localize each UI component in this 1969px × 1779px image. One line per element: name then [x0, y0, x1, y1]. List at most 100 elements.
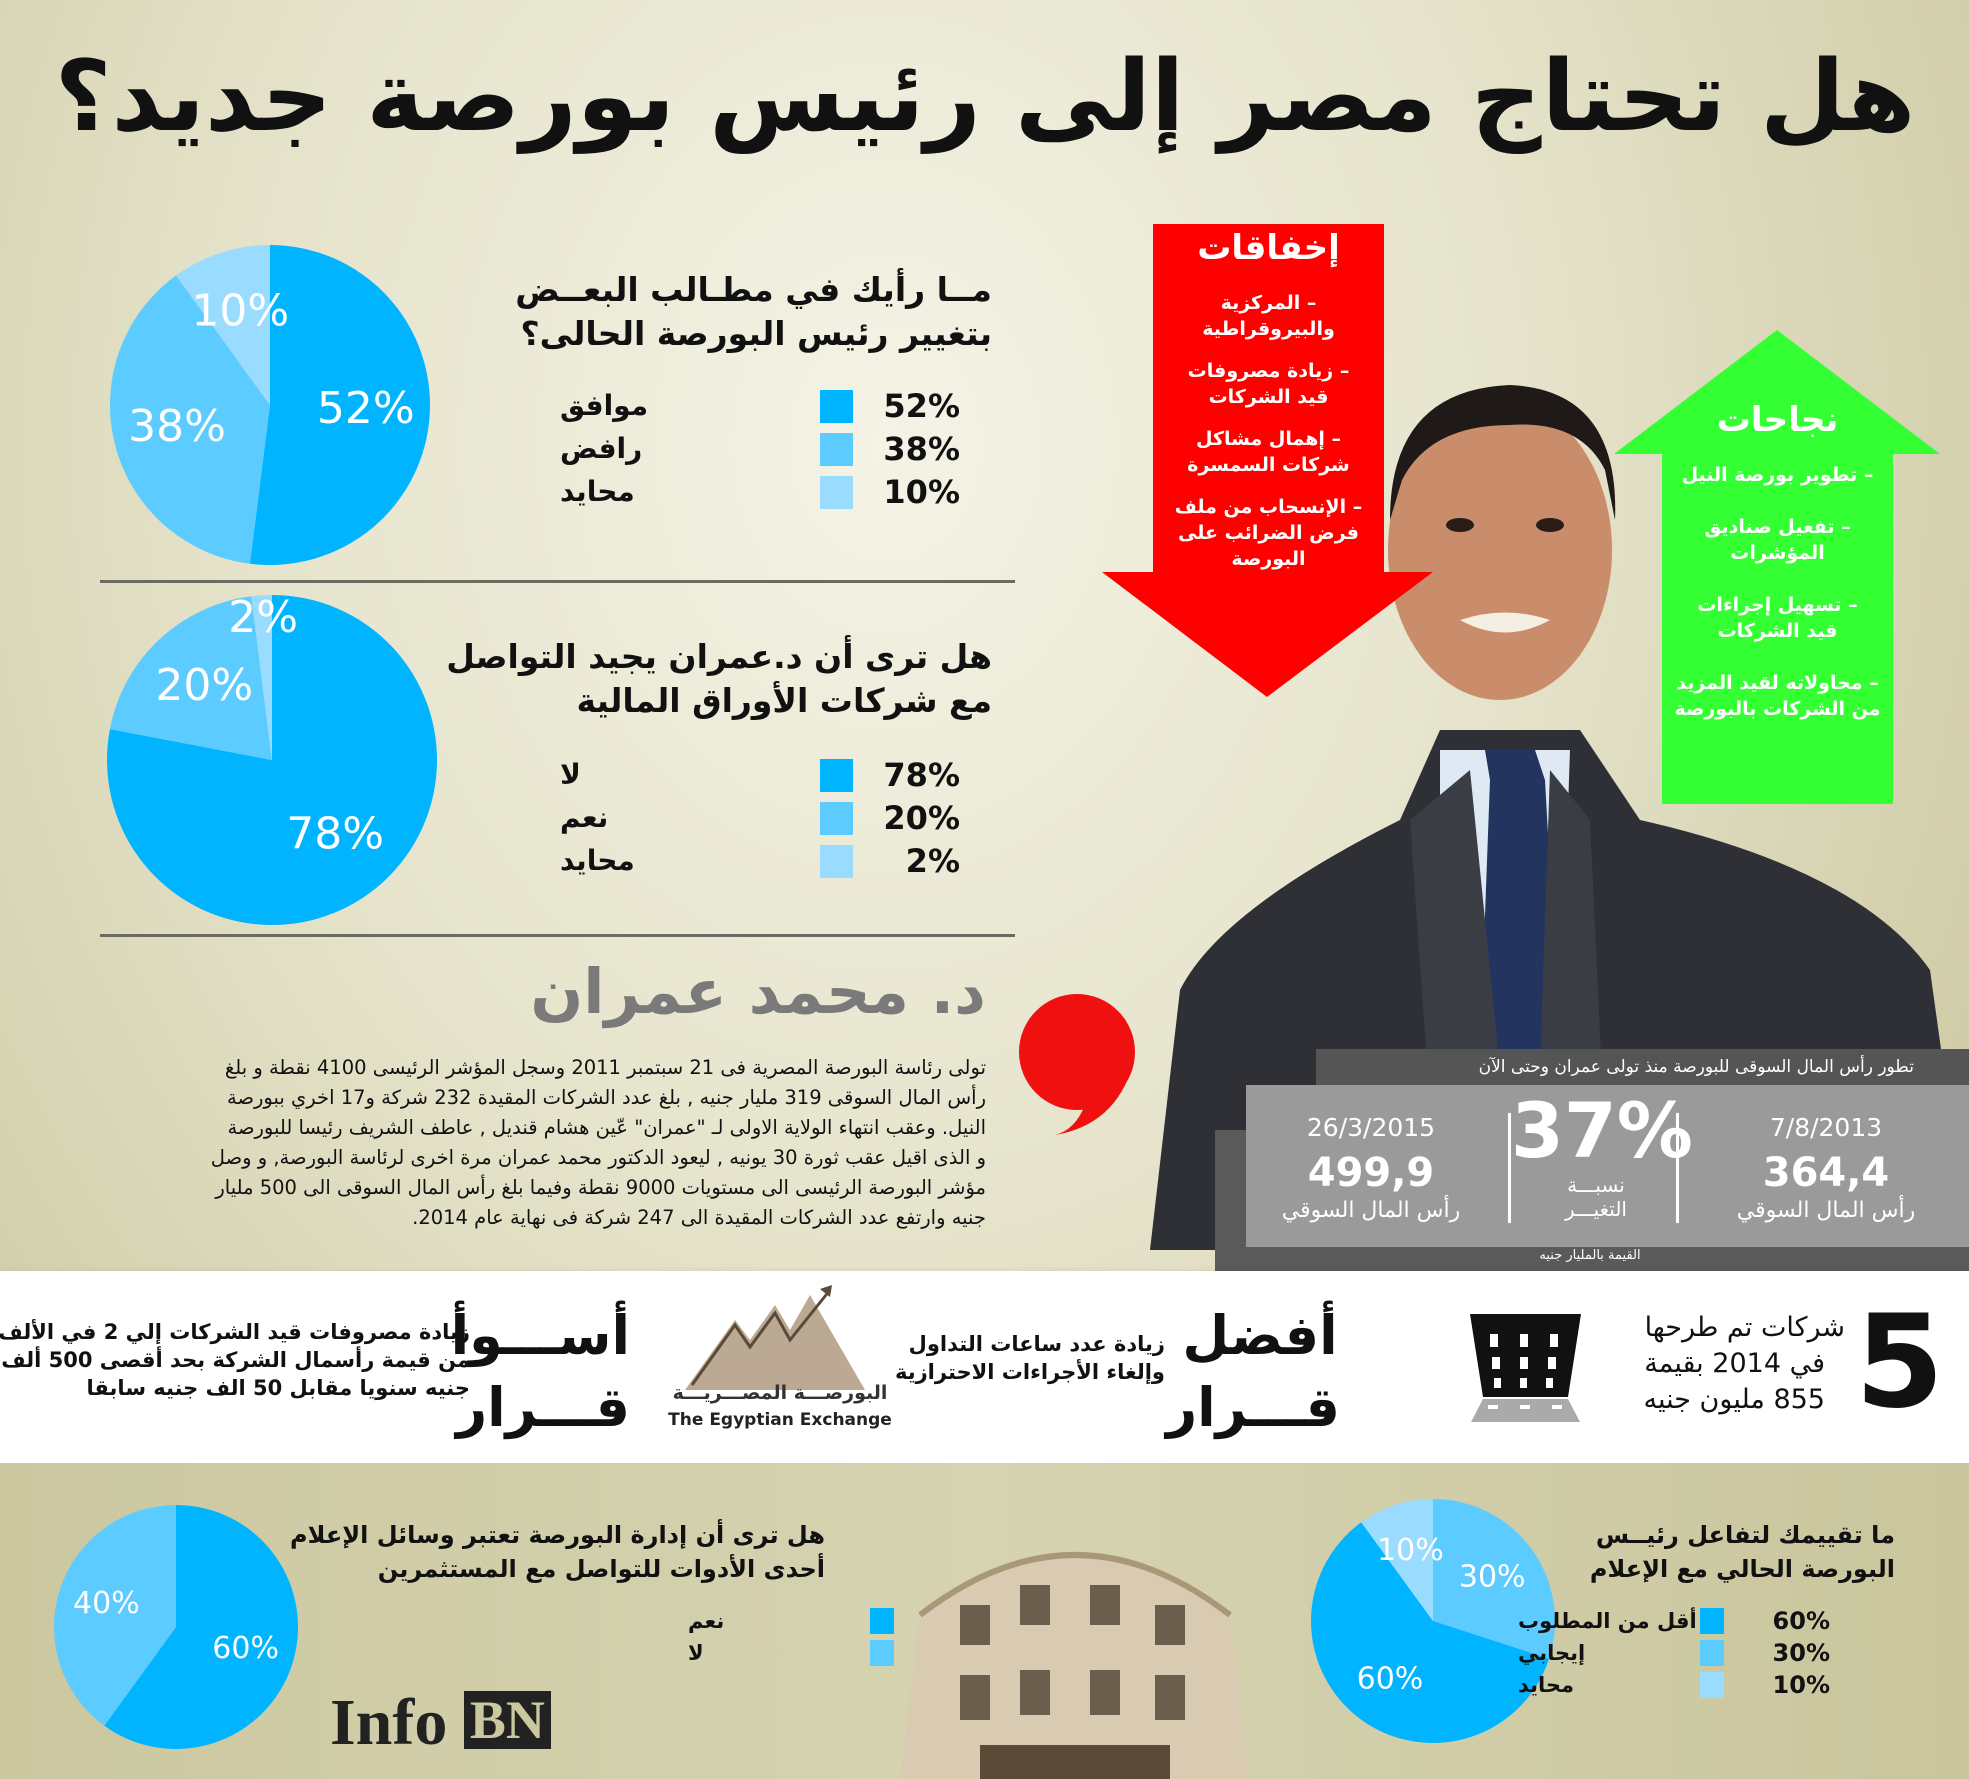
stat-change-value: 37%: [1511, 1086, 1693, 1175]
legend-item: أقل من المطلوب 60%: [1480, 1606, 1880, 1638]
building-icon: [1470, 1314, 1581, 1422]
legend-percent: 30%: [1772, 1639, 1830, 1667]
logo-arabic: البورصـــة المصـــريـــة: [672, 1382, 888, 1404]
legend-swatch: [1700, 1608, 1724, 1634]
pie-chart-2: 78% 20% 2%: [106, 592, 438, 925]
profile-name: د. محمد عمران: [530, 955, 986, 1028]
legend-percent: 78%: [883, 756, 960, 794]
success-item: – تسهيل إجراءات قيد الشركات: [1697, 594, 1858, 642]
pie-slice-label: 10%: [1377, 1533, 1444, 1568]
brand-info: Info: [330, 1686, 448, 1759]
legend-swatch: [820, 802, 853, 835]
legend-percent: 10%: [883, 473, 960, 511]
market-cap-stats: 26/3/2015 499,9 رأس المال السوقي 37% نسب…: [1246, 1085, 1969, 1247]
legend-label: محايد: [1518, 1673, 1575, 1697]
stat-start: 7/8/2013 364,4 رأس المال السوقي: [1696, 1085, 1956, 1247]
legend-item: محايد 10%: [560, 473, 970, 511]
bio-line: النيل. وعقب انتهاء الولاية الاولى لـ "عم…: [227, 1116, 986, 1139]
question-4-line: ما تقييمك لتفاعل رئيــس: [1595, 1521, 1895, 1549]
logo-english: The Egyptian Exchange: [668, 1410, 892, 1430]
page-title: هل تحتاج مصر إلى رئيس بورصة جديد؟: [54, 40, 1916, 154]
legend-item: رافض 38%: [560, 430, 970, 468]
pie-slice: [109, 596, 272, 760]
question-1-line-2: بتغيير رئيس البورصة الحالى؟: [520, 314, 993, 353]
success-item: – تطوير بورصة النيل: [1681, 464, 1874, 486]
legend-swatch: [870, 1608, 894, 1634]
pie-chart-1: 52% 38% 10%: [110, 245, 430, 565]
legend-percent: 10%: [1772, 1671, 1830, 1699]
worst-decision-line: جنيه سنويا مقابل 50 الف جنيه سابقا: [86, 1376, 470, 1400]
pie-slice: [251, 595, 272, 760]
failures-arrow-icon: [1102, 224, 1433, 697]
pie-slice: [1311, 1522, 1550, 1743]
legend-item: موافق 52%: [560, 387, 970, 425]
best-decision-title-line: قـــرار: [1166, 1376, 1340, 1439]
pie-slice-label: 52%: [317, 383, 415, 434]
pie-slice-label: 78%: [286, 808, 384, 859]
profile-bio: تولى رئاسة البورصة المصرية فى 21 سبتمبر …: [60, 1053, 986, 1233]
pie-slice-label: 10%: [191, 286, 289, 337]
pie-slice: [1361, 1499, 1433, 1621]
success-item: – محاولاته لقيد المزيد من الشركات بالبور…: [1674, 672, 1881, 720]
failure-item: – الإنسحاب من ملف فرض الضرائب على البورص…: [1174, 496, 1363, 570]
stats-heading: تطور رأس المال السوقى للبورصة منذ تولى ع…: [1316, 1049, 1969, 1085]
pie-slice-label: 60%: [212, 1631, 279, 1666]
legend-label: إيجابي: [1518, 1641, 1586, 1665]
stat-start-label: رأس المال السوقي: [1736, 1198, 1916, 1223]
unit-note: القيمة بالمليار جنيه: [1539, 1248, 1641, 1263]
separator: [1676, 1113, 1679, 1223]
question-2-line-1: هل ترى أن د.عمران يجيد التواصل: [446, 637, 992, 676]
worst-decision-line: من قيمة رأسمال الشركة بحد أقصى 500 ألف: [1, 1348, 470, 1372]
pie-slice-label: 30%: [1459, 1559, 1526, 1594]
ipo-text-line: شركات تم طرحها: [1644, 1312, 1845, 1343]
stat-end-label: رأس المال السوقي: [1281, 1198, 1461, 1223]
legend-percent: 52%: [883, 387, 960, 425]
legend-label: لا: [560, 758, 581, 791]
legend-swatch: [820, 759, 853, 792]
legend-swatch: [1700, 1672, 1724, 1698]
legend-percent: 38%: [883, 430, 960, 468]
legend-percent: 20%: [883, 799, 960, 837]
question-4: ما تقييمك لتفاعل رئيــس البورصة الحالي م…: [1500, 1518, 1895, 1586]
worst-decision-text: زيادة مصروفات قيد الشركات إلي 2 في الألف…: [0, 1318, 470, 1402]
stat-end: 26/3/2015 499,9 رأس المال السوقي: [1256, 1085, 1486, 1247]
legend-percent: 2%: [905, 842, 960, 880]
question-2-line-2: مع شركات الأوراق المالية: [576, 681, 992, 720]
bio-line: و الذى اقيل عقب ثورة 30 يونيه , ليعود ال…: [210, 1146, 986, 1169]
legend-label: نعم: [688, 1609, 725, 1633]
legend-label: أقل من المطلوب: [1518, 1609, 1697, 1633]
successes-panel: نجاحات – تطوير بورصة النيل – تفعيل صنادي…: [1662, 400, 1893, 722]
legend-swatch: [820, 845, 853, 878]
legend-label: رافض: [560, 432, 643, 465]
brand-bn: BN: [463, 1691, 551, 1749]
question-4-line: البورصة الحالي مع الإعلام: [1589, 1555, 1895, 1583]
failure-item: – إهمال مشاكل شركات السمسرة: [1187, 428, 1350, 476]
legend-item: لا 78%: [560, 756, 970, 794]
stat-start-value: 364,4: [1762, 1150, 1890, 1196]
legend-item: محايد 2%: [560, 842, 970, 880]
best-decision-line: وإلغاء الأجراءات الاحترازية: [894, 1360, 1165, 1384]
bio-line: جنيه وارتفع عدد الشركات المقيدة الى 247 …: [412, 1206, 986, 1229]
worst-decision-title: أســـوأ قـــرار: [451, 1300, 630, 1444]
bio-line: رأس المال السوقى 319 مليار جنيه , بلغ عد…: [226, 1086, 986, 1109]
successes-arrow-icon: [1614, 330, 1940, 804]
legend-percent: 60%: [1772, 1607, 1830, 1635]
successes-heading: نجاحات: [1716, 400, 1839, 440]
failure-item: – المركزية والبيروقراطية: [1202, 292, 1335, 340]
pie-slice-label: 20%: [155, 660, 253, 711]
quote-mark-icon: [1019, 994, 1135, 1135]
brand-logo: Info BN: [330, 1688, 551, 1758]
egyptian-exchange-logo: [685, 1285, 865, 1390]
legend-label: لا: [688, 1641, 704, 1665]
legend-swatch: [820, 390, 853, 423]
question-1-line-1: مــا رأيك في مطـالب البعــض: [515, 270, 992, 309]
highlights-band: [0, 1271, 1969, 1463]
legend-swatch: [820, 476, 853, 509]
best-decision-title: أفضل قـــرار: [1166, 1300, 1340, 1444]
failure-item: – زيادة مصروفات قيد الشركات: [1187, 360, 1350, 408]
legend-swatch: [820, 433, 853, 466]
legend-item: إيجابي 30%: [1480, 1638, 1880, 1670]
failures-heading: إخفاقات: [1197, 228, 1340, 268]
ipo-text: شركات تم طرحها في 2014 بقيمة 855 مليون ج…: [1590, 1310, 1846, 1418]
worst-decision-line: زيادة مصروفات قيد الشركات إلي 2 في الألف: [0, 1320, 470, 1344]
